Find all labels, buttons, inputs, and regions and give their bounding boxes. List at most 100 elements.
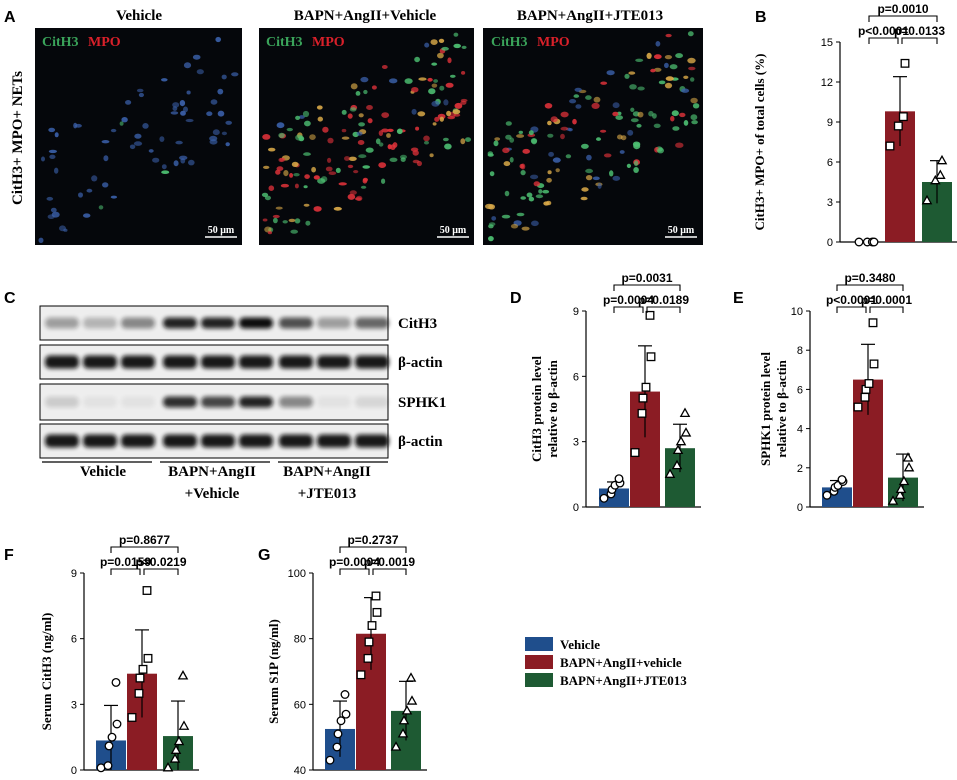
cell-nucleus [653, 67, 662, 72]
data-point [341, 709, 351, 719]
p-value-label: p=0.3480 [844, 271, 895, 285]
legend-swatch-jte013 [525, 673, 553, 687]
cell-nucleus [63, 228, 68, 232]
cell-nucleus [136, 88, 144, 93]
cell-nucleus [295, 115, 301, 120]
cell-nucleus [574, 87, 582, 92]
cell-nucleus [424, 42, 430, 48]
cell-nucleus [444, 143, 452, 150]
cell-nucleus [48, 127, 56, 133]
cell-nucleus [520, 196, 526, 200]
cell-nucleus [302, 110, 310, 118]
cell-nucleus [335, 167, 341, 173]
data-point [645, 310, 655, 320]
cell-nucleus [433, 79, 438, 83]
blot-band [83, 396, 117, 408]
panel-label-e: E [733, 290, 744, 307]
cell-nucleus [225, 120, 232, 125]
blot-group-vehicle: Vehicle [80, 464, 126, 480]
cell-nucleus [349, 190, 357, 195]
cell-nucleus [600, 81, 608, 85]
y-tick-label: 80 [294, 634, 306, 646]
cell-nucleus [657, 147, 664, 154]
cell-nucleus [221, 74, 227, 80]
blot-band [317, 317, 351, 329]
cell-nucleus [295, 134, 304, 141]
cell-nucleus [527, 133, 536, 137]
p-value-label: p=0.0004 [329, 555, 380, 569]
data-point [898, 112, 908, 122]
cell-nucleus [453, 113, 461, 117]
y-tick-label: 9 [827, 117, 833, 129]
cell-nucleus [690, 114, 698, 121]
legend-label-angii-vehicle: BAPN+AngII+vehicle [560, 655, 682, 670]
cell-nucleus [344, 156, 350, 161]
cell-nucleus [555, 168, 560, 173]
cell-nucleus [49, 154, 56, 159]
cell-nucleus [86, 188, 93, 193]
p-value-label: p=0.0189 [638, 293, 689, 307]
cell-nucleus [293, 173, 300, 177]
cell-nucleus [375, 138, 381, 145]
cell-nucleus [687, 57, 696, 64]
cell-nucleus [185, 118, 194, 123]
cell-nucleus [585, 168, 593, 174]
cell-nucleus [600, 129, 607, 133]
cell-nucleus [593, 96, 601, 103]
cell-nucleus [175, 140, 183, 145]
cell-nucleus [546, 177, 552, 183]
data-point [822, 490, 832, 500]
y-tick-label: 6 [797, 384, 803, 396]
cell-nucleus [152, 157, 160, 163]
cell-nucleus [581, 143, 589, 149]
y-tick-label: 4 [797, 424, 803, 436]
cell-nucleus [217, 110, 225, 117]
significance-bracket [868, 15, 938, 22]
cell-nucleus [262, 134, 271, 140]
cell-nucleus [522, 148, 530, 154]
cell-nucleus [313, 175, 320, 180]
cell-nucleus [460, 138, 466, 145]
data-point [900, 58, 910, 68]
cell-nucleus [179, 100, 186, 107]
blot-band [45, 355, 79, 369]
cell-nucleus [148, 149, 154, 153]
y-axis-label: Serum CitH3 (ng/ml) [39, 613, 54, 731]
cell-nucleus [418, 77, 427, 81]
cell-nucleus [161, 170, 170, 174]
blot-band [201, 317, 235, 329]
cell-nucleus [286, 127, 293, 132]
cell-nucleus [675, 53, 683, 59]
cell-nucleus [453, 43, 462, 49]
blot-band [201, 396, 235, 408]
cell-nucleus [596, 137, 601, 141]
cell-nucleus [294, 218, 301, 224]
blot-band [355, 396, 389, 408]
cell-nucleus [606, 70, 615, 76]
y-tick-label: 3 [71, 699, 77, 711]
blot-band [121, 434, 155, 448]
micrograph-vehicle [35, 28, 242, 245]
cell-nucleus [443, 137, 449, 142]
blot-group-jte-line1: BAPN+AngII [283, 464, 371, 480]
blot-band [279, 317, 313, 329]
cell-nucleus [447, 116, 456, 120]
cell-nucleus [121, 117, 128, 123]
data-point [672, 444, 684, 455]
cell-nucleus [619, 150, 625, 154]
cell-nucleus [103, 155, 109, 162]
cell-nucleus [215, 36, 221, 43]
cell-nucleus [628, 71, 636, 75]
data-point [679, 407, 691, 418]
blot-label-sphk1: SPHK1 [398, 395, 446, 411]
cell-nucleus [289, 173, 294, 178]
cell-nucleus [434, 116, 440, 122]
cell-nucleus [119, 121, 124, 126]
cell-nucleus [161, 164, 167, 170]
cell-nucleus [411, 87, 419, 93]
cell-nucleus [262, 218, 268, 222]
significance-bracket [339, 568, 370, 575]
cell-nucleus [575, 104, 582, 109]
cell-nucleus [325, 166, 333, 172]
